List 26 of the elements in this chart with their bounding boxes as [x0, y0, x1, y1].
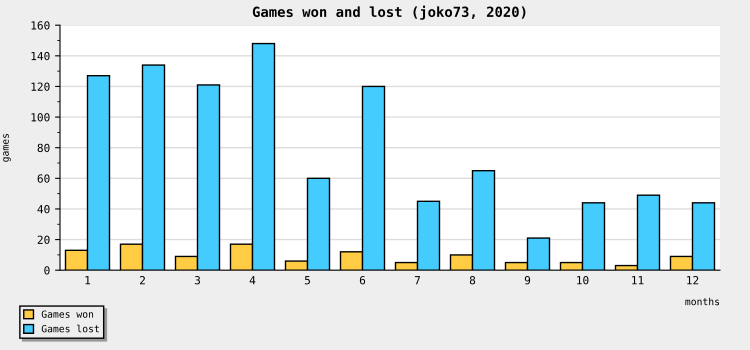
x-tick-label: 6 — [360, 276, 366, 284]
x-axis-title: months — [685, 298, 720, 306]
y-axis-title: games — [3, 134, 11, 162]
x-tick-label: 8 — [470, 276, 476, 284]
y-tick-label: 100 — [32, 113, 50, 122]
x-tick-label: 5 — [304, 276, 310, 284]
x-tick-label: 7 — [414, 276, 420, 284]
y-tick-label: 120 — [32, 82, 50, 91]
legend-label: Games lost — [42, 324, 99, 332]
y-tick-label: 80 — [38, 144, 50, 152]
x-tick-label: 3 — [194, 276, 200, 284]
y-tick-label: 20 — [38, 236, 50, 244]
y-tick-label: 40 — [37, 204, 50, 214]
x-tick-label: 9 — [524, 276, 530, 284]
x-tick-label: 12 — [687, 276, 698, 284]
x-tick-label: 10 — [577, 276, 588, 284]
x-tick-label: 1 — [85, 276, 90, 284]
legend-label: Games won — [42, 310, 94, 318]
y-tick-label: 60 — [38, 174, 50, 183]
x-tick-label: 4 — [250, 276, 256, 284]
x-tick-label: 2 — [140, 276, 145, 284]
y-tick-label: 160 — [32, 21, 50, 30]
chart-title: Games won and lost (joko73, 2020) — [252, 6, 526, 20]
y-tick-label: 140 — [32, 52, 50, 60]
y-tick-label: 0 — [44, 266, 50, 275]
x-tick-label: 11 — [632, 276, 644, 284]
